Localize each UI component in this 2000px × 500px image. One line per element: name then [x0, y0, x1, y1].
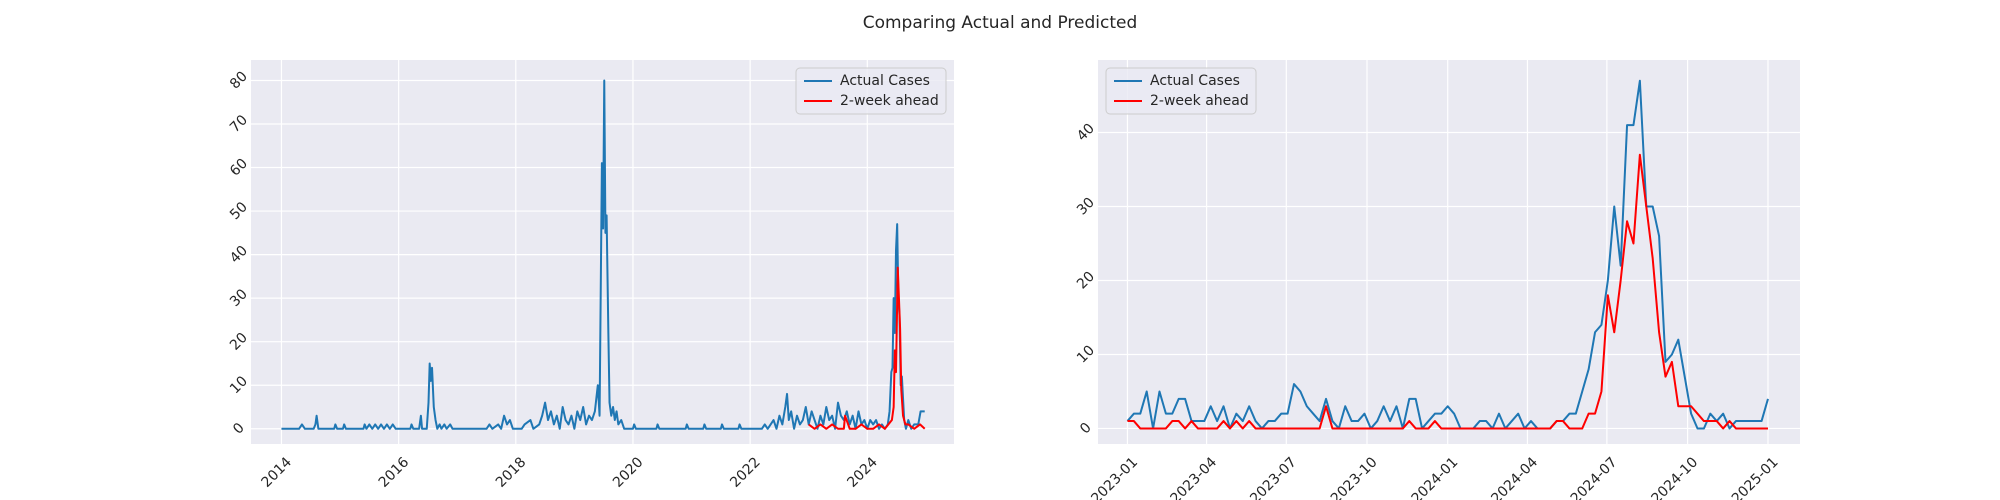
axes: 0 10 20 30 40 2023-01 2023-04 2023-07 2023-10 202…	[1074, 60, 1800, 500]
y-tick-label: 10	[1074, 343, 1098, 367]
x-tick-label: 2024-04	[1488, 454, 1541, 500]
legend-label: Actual Cases	[840, 73, 930, 89]
x-tick-label: 2020	[610, 454, 647, 491]
legend-label: Actual Cases	[1150, 73, 1240, 89]
x-tick-label: 2023-07	[1247, 454, 1300, 500]
data-line	[1127, 153, 1768, 430]
axes: 0 10 20 30 40 50 60 70 80 2014 2016 2018 2020 2022 202…	[227, 60, 954, 491]
x-tick-label: 2022	[727, 454, 764, 491]
data-line	[808, 266, 926, 430]
x-tick-label: 2016	[376, 454, 413, 491]
y-tick-label: 70	[227, 112, 251, 136]
y-tick-label: 60	[227, 156, 251, 180]
x-tick-label: 2024-07	[1568, 454, 1621, 500]
x-tick-label: 2018	[493, 454, 530, 491]
x-tick-label: 2023-10	[1328, 454, 1381, 500]
y-tick-label: 20	[227, 330, 251, 354]
y-tick-label: 50	[227, 199, 251, 223]
figure-title: Comparing Actual and Predicted	[863, 13, 1138, 33]
x-tick-label: 2024	[844, 454, 881, 491]
legend-label: 2-week ahead	[840, 93, 939, 109]
plot-area	[251, 60, 954, 444]
data-line	[1126, 79, 1769, 430]
y-tick-label: 0	[1077, 420, 1095, 438]
x-tick-label: 2024-10	[1649, 454, 1702, 500]
x-tick-label: 2023-01	[1088, 454, 1141, 500]
legend-box	[795, 67, 947, 115]
data-line	[281, 79, 925, 430]
x-tick-label: 2014	[259, 454, 296, 491]
y-tick-label: 40	[227, 243, 251, 267]
legend: Actual Cases 2-week ahead	[795, 67, 947, 115]
x-tick-label: 2024-01	[1409, 454, 1462, 500]
y-tick-label: 40	[1074, 121, 1098, 145]
legend-box	[1105, 67, 1257, 115]
y-tick-label: 80	[227, 69, 251, 93]
y-tick-label: 0	[230, 420, 248, 438]
x-tick-label: 2023-04	[1167, 454, 1220, 500]
y-tick-label: 30	[1074, 195, 1098, 219]
legend: Actual Cases 2-week ahead	[1105, 67, 1257, 115]
plot-area	[1098, 60, 1800, 444]
legend-label: 2-week ahead	[1150, 93, 1249, 109]
y-tick-label: 10	[227, 373, 251, 397]
y-tick-label: 20	[1074, 269, 1098, 293]
y-tick-label: 30	[227, 286, 251, 310]
x-tick-label: 2025-01	[1729, 454, 1782, 500]
